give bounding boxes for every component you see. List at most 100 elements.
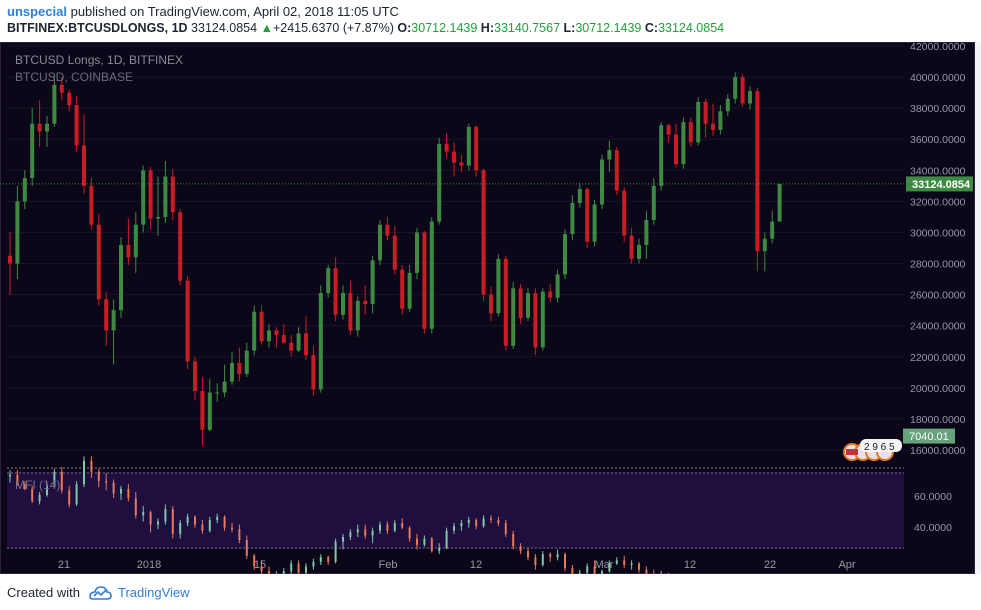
candle-body	[556, 554, 559, 558]
candle-body	[8, 255, 12, 264]
flag-stripes	[846, 449, 858, 455]
overlay-bar	[615, 557, 618, 565]
overlay-bar	[53, 468, 56, 488]
candle-body	[53, 471, 56, 486]
candle	[651, 178, 656, 225]
candle	[607, 140, 612, 172]
candle-body	[186, 516, 189, 524]
candle	[348, 280, 353, 336]
candle	[252, 305, 257, 356]
candle	[459, 154, 464, 172]
tradingview-cloud-icon[interactable]	[88, 583, 112, 601]
price-axis: 16000.0000 18000.0000 20000.0000 22000.0000…	[910, 41, 966, 457]
candle	[222, 364, 227, 398]
candle	[133, 212, 138, 273]
candle-body	[120, 488, 122, 494]
candle	[318, 285, 323, 393]
overlay-bar	[519, 543, 522, 555]
main-series-legend[interactable]: BTCUSD Longs, 1D, BITFINEX	[15, 53, 184, 67]
candle-body	[496, 258, 501, 314]
overlay-bar	[638, 561, 640, 573]
candle-body	[614, 150, 619, 191]
candle-body	[259, 311, 264, 342]
time-axis-label: 12	[684, 559, 696, 571]
candle-body	[142, 512, 145, 516]
candle-body	[564, 554, 566, 569]
symbol-ohlc-line: BITFINEX:BTCUSDLONGS, 1D 33124.0854 ▲+24…	[7, 21, 724, 35]
economic-events-badge[interactable]: 2 9 6 5	[843, 439, 902, 461]
candle-body	[134, 498, 137, 516]
mfi-indicator-label[interactable]: MFI (14)	[15, 478, 61, 492]
candle	[148, 167, 153, 230]
overlay-price-tag-text: 7040.01	[909, 431, 949, 443]
candle-body	[38, 495, 41, 502]
candle	[533, 288, 538, 356]
overlay-bar	[164, 504, 167, 525]
candle-body	[378, 224, 382, 261]
candle	[82, 114, 86, 194]
candle-body	[548, 291, 553, 298]
candle-body	[563, 234, 567, 275]
overlay-bar	[460, 519, 463, 531]
candle	[207, 378, 212, 432]
candle-body	[688, 122, 693, 143]
candle-body	[371, 530, 374, 536]
candle	[15, 185, 20, 280]
candle-body	[474, 126, 479, 171]
candle-body	[467, 519, 470, 524]
candle	[688, 117, 693, 147]
candle	[740, 73, 745, 107]
candle	[311, 345, 316, 396]
candle-body	[260, 566, 263, 572]
overlay-bar	[490, 515, 492, 524]
candle-body	[274, 330, 279, 336]
price-axis-label: 36000.0000	[910, 134, 966, 146]
candle-body	[237, 362, 242, 374]
candle	[281, 324, 286, 345]
candle-body	[600, 159, 604, 205]
low-value: 30712.1439	[575, 21, 642, 35]
mfi-axis: 60.0000 40.0000	[914, 491, 952, 534]
symbol-interval: BITFINEX:BTCUSDLONGS, 1D	[7, 21, 188, 35]
candle-body	[201, 524, 204, 531]
candle	[614, 147, 619, 196]
candle-body	[453, 526, 455, 531]
overlay-bar	[201, 519, 204, 534]
candle-body	[222, 381, 227, 393]
overlay-series-legend[interactable]: BTCUSD, COINBASE	[15, 70, 134, 84]
candle-body	[96, 224, 101, 300]
price-axis-label: 30000.0000	[910, 227, 966, 239]
author-link[interactable]: unspecial	[7, 4, 67, 19]
overlay-bar	[31, 485, 34, 503]
candle-body	[466, 126, 471, 166]
candle-body	[207, 392, 212, 430]
candle-body	[570, 202, 575, 235]
candle-body	[666, 125, 671, 135]
overlay-bar	[186, 513, 189, 527]
overlay-bar	[549, 552, 552, 562]
price-axis-label: 42000.0000	[910, 41, 966, 53]
candle-body	[703, 101, 708, 124]
overlay-bar	[608, 560, 611, 573]
low-label: L:	[563, 21, 576, 35]
overlay-bar	[208, 516, 211, 533]
candle	[52, 73, 57, 127]
candle-body	[586, 566, 589, 573]
candle-body	[770, 221, 775, 239]
overlay-bar	[231, 523, 233, 533]
overlay-bar	[379, 521, 381, 534]
candle	[681, 117, 686, 169]
candle	[466, 123, 471, 171]
candle-body	[82, 145, 86, 186]
candle-body	[83, 460, 85, 485]
tradingview-link[interactable]: TradingView	[118, 585, 190, 600]
time-axis-label: Apr	[838, 559, 855, 571]
candle	[96, 213, 101, 306]
candle	[540, 288, 545, 351]
candle	[629, 227, 634, 264]
candle	[363, 285, 368, 315]
candle	[8, 232, 12, 295]
candle	[592, 199, 597, 247]
publication-line: unspecial published on TradingView.com, …	[7, 4, 399, 19]
